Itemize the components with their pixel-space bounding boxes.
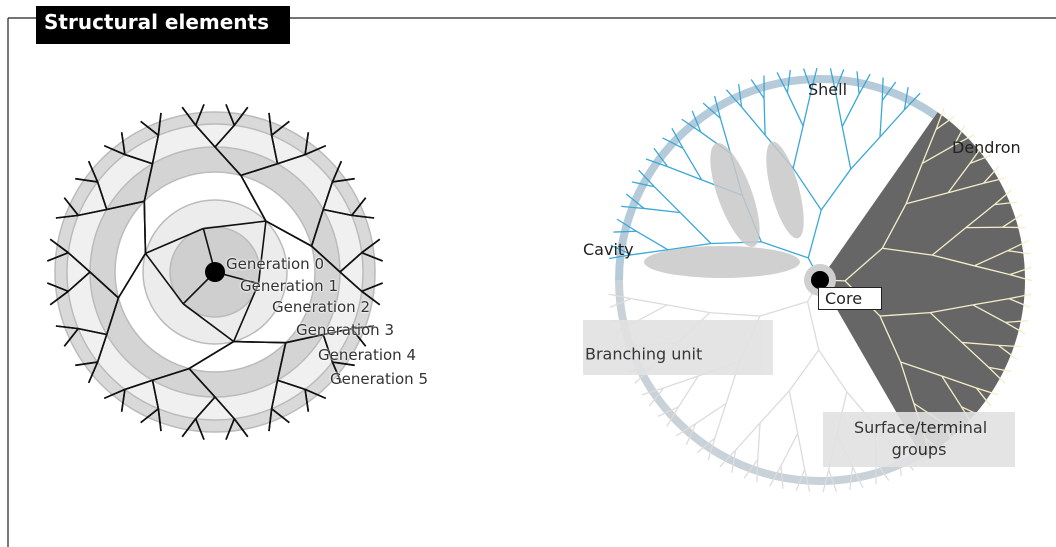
title: Structural elements bbox=[44, 10, 269, 34]
branch bbox=[683, 148, 702, 180]
dendron-label: Dendron bbox=[952, 138, 1021, 157]
branch bbox=[742, 107, 765, 135]
branch bbox=[710, 313, 760, 316]
core-dot bbox=[205, 262, 225, 282]
cavity-label: Cavity bbox=[583, 240, 634, 259]
cavity bbox=[759, 138, 812, 242]
branch bbox=[644, 208, 680, 212]
branch bbox=[679, 376, 699, 407]
branching-unit-box: Branching unit bbox=[583, 320, 773, 375]
surface-groups-label: Surface/terminal groups bbox=[854, 417, 984, 461]
branch bbox=[789, 391, 797, 434]
generation-diagram bbox=[47, 104, 382, 439]
branch bbox=[819, 350, 847, 392]
branch bbox=[793, 126, 803, 168]
branch bbox=[736, 423, 760, 450]
branch bbox=[787, 93, 803, 126]
generation-label: Generation 3 bbox=[296, 321, 394, 339]
generation-label: Generation 5 bbox=[330, 370, 428, 388]
generation-label: Generation 2 bbox=[272, 298, 370, 316]
branch bbox=[781, 433, 798, 466]
branch bbox=[880, 100, 882, 137]
branch bbox=[882, 78, 883, 101]
branch bbox=[667, 305, 710, 313]
branching-unit-label: Branching unit bbox=[585, 345, 702, 364]
branch bbox=[636, 231, 668, 250]
generation-label: Generation 0 bbox=[226, 255, 324, 273]
branch bbox=[764, 98, 765, 135]
branch bbox=[631, 299, 667, 305]
branch bbox=[851, 137, 880, 169]
branch bbox=[696, 403, 727, 423]
branch bbox=[757, 460, 758, 483]
surface-groups-box: Surface/terminal groups bbox=[823, 412, 1015, 467]
branch bbox=[715, 403, 726, 438]
branch bbox=[808, 210, 821, 258]
cavity bbox=[644, 246, 800, 278]
cavity bbox=[700, 138, 770, 253]
branch bbox=[613, 231, 636, 232]
branch bbox=[664, 376, 699, 388]
branch bbox=[798, 433, 805, 469]
branch bbox=[668, 167, 702, 180]
shell-label: Shell bbox=[808, 80, 847, 99]
page: Structural elements Generation 0 Generat… bbox=[0, 0, 1056, 547]
generation-label: Generation 4 bbox=[318, 346, 416, 364]
branch bbox=[821, 169, 851, 210]
generation-label: Generation 1 bbox=[240, 277, 338, 295]
branch bbox=[758, 423, 760, 460]
branch bbox=[842, 127, 850, 170]
core-label: Core bbox=[818, 287, 882, 310]
branch bbox=[789, 350, 819, 391]
branch bbox=[880, 110, 904, 137]
branch bbox=[760, 302, 808, 316]
branch bbox=[654, 187, 680, 213]
branch bbox=[760, 391, 789, 423]
branch bbox=[680, 213, 711, 244]
